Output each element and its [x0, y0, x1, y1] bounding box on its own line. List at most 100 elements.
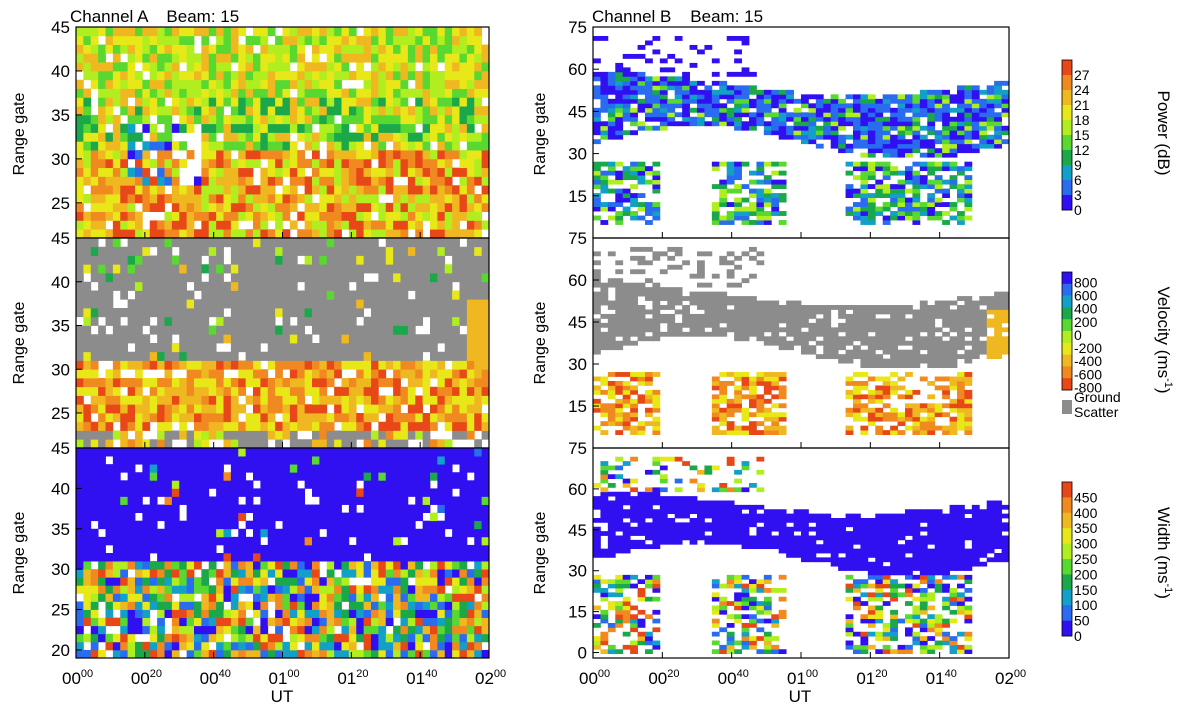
heatmap-cell	[76, 544, 84, 554]
heatmap-cell	[890, 152, 898, 158]
heatmap-cell	[786, 134, 794, 140]
heatmap-cell	[637, 179, 646, 185]
heatmap-cell	[964, 349, 973, 355]
heatmap-cell	[756, 407, 765, 413]
heatmap-cell	[171, 456, 180, 465]
heatmap-cell	[474, 255, 483, 265]
heatmap-cell	[771, 197, 780, 203]
heatmap-cell	[120, 593, 129, 602]
heatmap-cell	[208, 528, 217, 538]
heatmap-cell	[652, 421, 661, 427]
heatmap-cell	[593, 407, 601, 413]
heatmap-cell	[719, 260, 728, 266]
heatmap-cell	[201, 176, 210, 186]
heatmap-cell	[474, 229, 483, 239]
heatmap-cell	[971, 340, 980, 346]
heatmap-cell	[319, 369, 328, 379]
heatmap-cell	[845, 206, 854, 212]
heatmap-cell	[600, 107, 609, 113]
heatmap-cell	[986, 349, 995, 355]
heatmap-cell	[135, 617, 143, 627]
heatmap-cell	[860, 215, 869, 221]
heatmap-cell	[719, 372, 728, 377]
heatmap-cell	[157, 343, 165, 353]
heatmap-cell	[194, 577, 202, 586]
heatmap-cell	[90, 386, 99, 396]
heatmap-cell	[201, 281, 210, 291]
heatmap-cell	[719, 309, 728, 315]
heatmap-cell	[600, 412, 609, 418]
heatmap-cell	[216, 88, 224, 98]
heatmap-cell	[905, 331, 913, 337]
heatmap-cell	[459, 386, 468, 396]
heatmap-cell	[919, 152, 928, 158]
heatmap-cell	[289, 79, 298, 89]
heatmap-cell	[422, 255, 431, 265]
heatmap-cell	[393, 150, 401, 160]
heatmap-cell	[637, 376, 646, 382]
heatmap-cell	[260, 44, 269, 54]
heatmap-cell	[164, 528, 173, 538]
heatmap-cell	[230, 308, 239, 318]
heatmap-cell	[267, 316, 276, 326]
heatmap-cell	[734, 89, 742, 95]
heatmap-cell	[208, 53, 217, 63]
heatmap-cell	[875, 407, 884, 413]
heatmap-cell	[356, 150, 365, 160]
heatmap-cell	[171, 504, 180, 514]
heatmap-cell	[112, 641, 121, 651]
heatmap-cell	[771, 206, 780, 212]
heatmap-cell	[422, 281, 431, 291]
heatmap-cell	[815, 98, 824, 104]
heatmap-cell	[179, 536, 188, 546]
heatmap-cell	[157, 238, 165, 248]
heatmap-cell	[867, 389, 876, 395]
heatmap-cell	[741, 35, 750, 41]
heatmap-cell	[734, 318, 742, 324]
heatmap-cell	[371, 413, 379, 423]
heatmap-cell	[223, 176, 232, 186]
heatmap-cell	[400, 167, 409, 177]
heatmap-cell	[444, 378, 453, 388]
heatmap-cell	[964, 175, 973, 181]
heatmap-cell	[149, 202, 158, 213]
heatmap-cell	[378, 106, 387, 116]
heatmap-cell	[83, 544, 92, 554]
heatmap-cell	[867, 318, 876, 324]
heatmap-cell	[793, 98, 802, 104]
heatmap-cell	[230, 202, 239, 213]
heatmap-cell	[378, 246, 387, 256]
heatmap-cell	[830, 112, 839, 118]
heatmap-cell	[326, 229, 335, 239]
heatmap-cell	[860, 430, 869, 435]
heatmap-cell	[630, 291, 638, 297]
heatmap-cell	[652, 94, 661, 100]
heatmap-cell	[934, 148, 943, 154]
heatmap-cell	[238, 194, 247, 204]
heatmap-cell	[466, 70, 475, 81]
heatmap-cell	[607, 394, 616, 400]
heatmap-cell	[326, 167, 335, 177]
heatmap-cell	[312, 255, 320, 265]
heatmap-cell	[171, 536, 180, 546]
heatmap-cell	[98, 264, 106, 274]
heatmap-cell	[415, 132, 424, 142]
heatmap-cell	[149, 88, 158, 98]
heatmap-cell	[704, 112, 713, 118]
heatmap-cell	[267, 290, 276, 300]
heatmap-cell	[942, 211, 950, 216]
heatmap-cell	[437, 378, 446, 388]
heatmap-cell	[348, 158, 357, 169]
heatmap-cell	[112, 316, 121, 326]
heatmap-cell	[1001, 94, 1010, 100]
heatmap-cell	[282, 141, 291, 151]
heatmap-cell	[711, 202, 720, 207]
heatmap-cell	[815, 354, 824, 360]
heatmap-cell	[897, 143, 906, 149]
heatmap-cell	[348, 351, 357, 361]
heatmap-cell	[637, 202, 646, 207]
heatmap-cell	[245, 167, 254, 177]
heatmap-cell	[897, 188, 906, 194]
heatmap-cell	[230, 395, 239, 405]
